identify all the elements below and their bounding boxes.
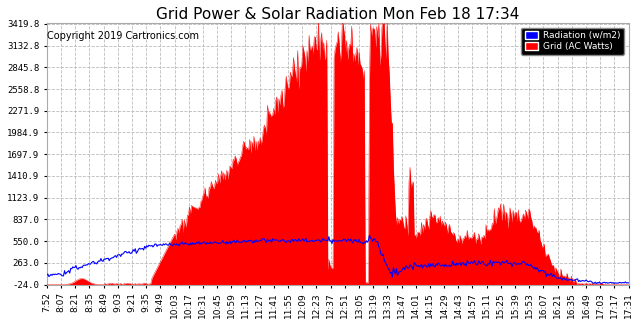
Text: Copyright 2019 Cartronics.com: Copyright 2019 Cartronics.com <box>47 31 200 41</box>
Title: Grid Power & Solar Radiation Mon Feb 18 17:34: Grid Power & Solar Radiation Mon Feb 18 … <box>156 7 520 22</box>
Legend: Radiation (w/m2), Grid (AC Watts): Radiation (w/m2), Grid (AC Watts) <box>521 28 624 55</box>
